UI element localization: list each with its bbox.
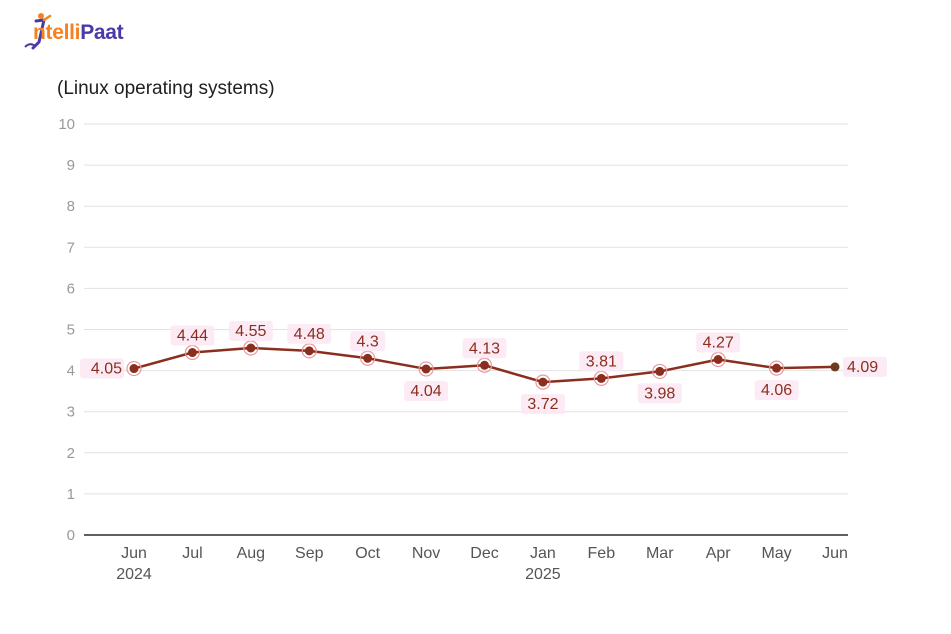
x-tick-label: Sep: [295, 545, 324, 562]
data-point: [830, 362, 840, 372]
data-label: 4.44: [177, 328, 208, 345]
point-halo: [126, 360, 142, 377]
data-label-bg: [696, 332, 741, 353]
x-tick-label: Jul: [182, 545, 202, 562]
point-halo: [418, 361, 434, 377]
data-point: [304, 346, 314, 356]
data-point: [713, 355, 723, 365]
y-tick-label: 5: [67, 322, 75, 339]
data-label: 3.72: [527, 396, 558, 413]
data-label-bg: [170, 325, 215, 346]
data-label-bg: [404, 380, 449, 401]
x-tick-label: Feb: [588, 545, 616, 562]
x-tick-label: Jan: [530, 545, 556, 562]
data-label-bg: [637, 383, 682, 404]
data-label-bg: [462, 338, 507, 359]
x-tick-label: Nov: [412, 545, 440, 562]
data-point: [421, 364, 431, 374]
data-point: [129, 364, 139, 374]
data-label: 4.3: [357, 333, 379, 350]
data-label-bg: [350, 331, 386, 352]
logo-wordmark: ntelliPaat: [33, 21, 124, 44]
y-tick-label: 6: [67, 280, 75, 297]
x-tick-label: Dec: [470, 545, 498, 562]
data-label-bg: [579, 351, 624, 372]
chart-title: (Linux operating systems): [57, 78, 275, 99]
data-point: [363, 353, 373, 363]
data-point: [772, 363, 782, 373]
data-point: [187, 348, 197, 358]
data-label: 4.27: [703, 335, 734, 352]
y-tick-label: 4: [67, 363, 75, 380]
y-tick-label: 3: [67, 404, 75, 421]
x-tick-label: Jun: [822, 545, 848, 562]
point-halo: [768, 360, 785, 376]
data-label: 3.98: [644, 385, 675, 402]
data-label: 3.81: [586, 353, 617, 370]
y-tick-label: 10: [58, 116, 75, 133]
point-halo: [652, 363, 668, 380]
data-label: 4.55: [235, 323, 266, 340]
data-label-bg: [754, 380, 799, 401]
y-tick-label: 1: [67, 486, 75, 503]
x-tick-label: Mar: [646, 545, 674, 562]
y-tick-label: 9: [67, 157, 75, 174]
x-tick-label: Apr: [706, 545, 732, 562]
data-label-bg: [843, 356, 887, 377]
x-tick-label: Jun: [121, 545, 147, 562]
data-label: 4.13: [469, 340, 500, 357]
data-label: 4.04: [411, 383, 442, 400]
y-tick-label: 7: [67, 239, 75, 256]
data-point: [246, 343, 256, 353]
x-tick-label: May: [761, 545, 791, 562]
y-tick-label: 0: [67, 527, 75, 544]
data-label-bg: [228, 320, 273, 341]
data-point: [596, 373, 606, 383]
intellipaat-logo: [20, 12, 150, 52]
data-label: 4.06: [761, 382, 792, 399]
logo-figure-icon: [24, 13, 52, 50]
x-year-label: 2024: [116, 566, 152, 583]
point-halo: [535, 374, 551, 390]
x-tick-label: Oct: [355, 545, 380, 562]
data-point: [538, 377, 548, 387]
data-point: [655, 366, 665, 376]
data-label: 4.09: [847, 359, 878, 376]
data-label: 4.48: [294, 326, 325, 343]
data-label-bg: [80, 358, 124, 379]
data-label-bg: [520, 394, 565, 415]
data-label-bg: [287, 323, 332, 344]
data-point: [480, 360, 489, 370]
x-year-label: 2025: [525, 566, 561, 583]
x-tick-label: Aug: [237, 545, 265, 562]
y-tick-label: 2: [67, 445, 75, 462]
y-tick-label: 8: [67, 198, 75, 215]
data-label: 4.05: [91, 361, 122, 378]
